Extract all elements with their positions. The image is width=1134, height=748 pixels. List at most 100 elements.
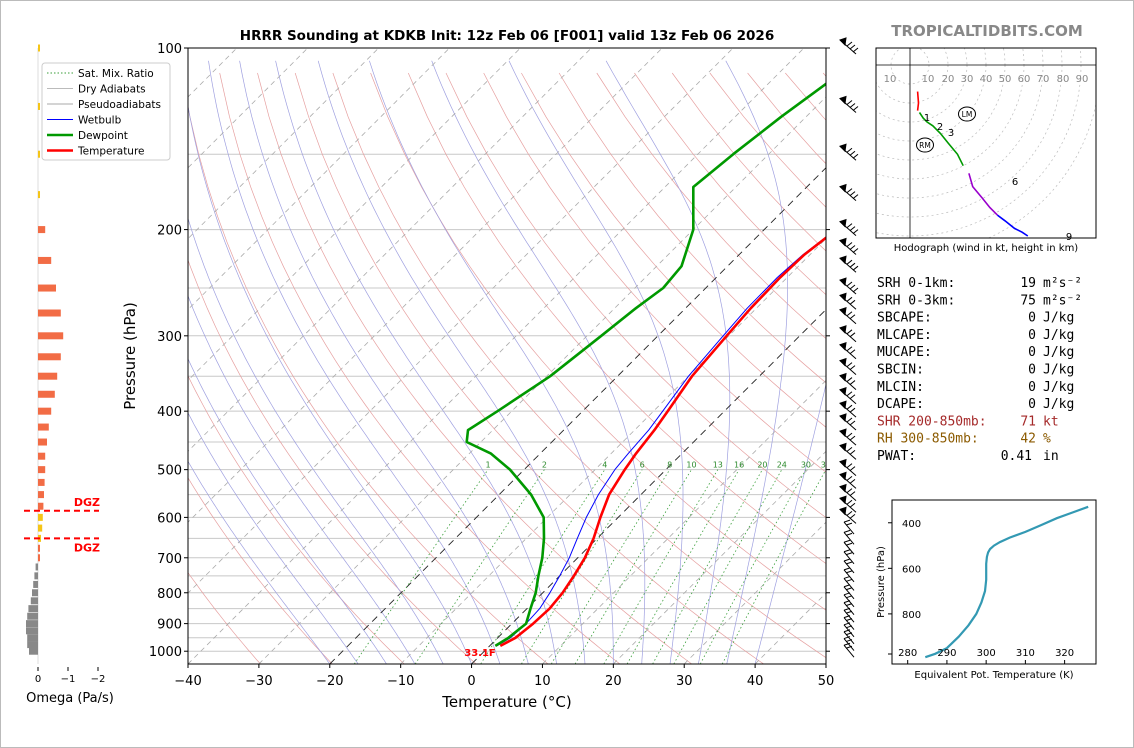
- mixing-ratio-label: 16: [734, 461, 744, 470]
- dry-adiabat: [332, 72, 826, 659]
- mixing-ratio-line: [414, 469, 545, 664]
- barb-flag: [839, 307, 847, 316]
- omega-bar: [38, 466, 46, 474]
- wind-barb: [843, 549, 855, 565]
- barb-feather: [846, 188, 853, 193]
- barb-staff: [843, 638, 855, 651]
- barb-feather: [845, 587, 853, 591]
- hodo-caption: Hodograph (wind in kt, height in km): [894, 243, 1079, 254]
- surface-temp-label: 33.1F: [464, 648, 496, 659]
- barb-feather: [846, 447, 853, 452]
- wind-barb: [839, 471, 857, 489]
- y-tick-label: 600: [157, 511, 182, 526]
- wind-barb: [839, 506, 857, 524]
- barb-flag: [839, 483, 847, 493]
- barb-feather: [846, 417, 853, 423]
- thetae-x-axis-label: Equivalent Pot. Temperature (K): [914, 670, 1073, 681]
- omega-bar: [38, 452, 46, 460]
- pseudoadiabat: [188, 412, 359, 664]
- wind-barb: [839, 307, 857, 325]
- barb-flag: [839, 442, 847, 452]
- dry-adiabat: [188, 572, 261, 664]
- dry-adiabat: [407, 72, 826, 565]
- isotherm: [188, 48, 805, 664]
- omega-bar: [38, 423, 49, 431]
- omega-bar: [38, 513, 43, 521]
- barb-feather: [846, 147, 853, 153]
- hodo-ring-label: 30: [961, 74, 974, 85]
- barb-feather: [843, 642, 851, 646]
- barb-feather: [845, 603, 853, 607]
- hodo-lm-marker: [958, 106, 976, 122]
- hodo-ring-label: 10: [922, 74, 935, 85]
- index-value: 75: [1020, 293, 1036, 308]
- wind-barb: [839, 357, 857, 375]
- omega-bar: [26, 627, 38, 635]
- x-tick-label: 30: [676, 674, 693, 689]
- wind-barb: [843, 575, 855, 591]
- hodograph-area: 10 10 20 30 40 50 60 70 80 90: [876, 48, 1096, 238]
- legend-entry: Wetbulb: [78, 115, 122, 127]
- barb-feather: [845, 625, 853, 629]
- wind-barb: [839, 37, 859, 55]
- barb-feather: [843, 519, 851, 523]
- omega-bar: [26, 620, 38, 628]
- isotherm: [258, 96, 826, 664]
- barb-flag: [839, 255, 847, 265]
- barb-feather: [843, 592, 851, 596]
- barb-feather: [843, 607, 851, 611]
- x-tick-label: −10: [387, 674, 414, 689]
- barb-feather: [845, 610, 853, 614]
- barb-feather: [845, 645, 853, 649]
- hodo-ring-label: 20: [942, 74, 955, 85]
- hodo-ring-label: 60: [1018, 74, 1031, 85]
- omega-bar: [38, 102, 40, 110]
- barb-feather: [843, 529, 851, 533]
- barb-staff: [843, 631, 855, 645]
- barb-staff: [843, 560, 855, 574]
- series-temperature: [499, 236, 826, 648]
- mixing-ratio-label: 1: [485, 461, 490, 470]
- thetae-x-tick-label: 300: [977, 648, 996, 659]
- y-tick-label: 500: [157, 464, 182, 479]
- omega-bar: [30, 597, 38, 605]
- y-tick-label: 700: [157, 552, 182, 567]
- dgz-label-bottom: DGZ: [74, 541, 100, 554]
- dry-adiabat: [257, 72, 693, 664]
- barb-feather: [849, 450, 856, 455]
- thetae-y-axis-label: Pressure (hPa): [876, 546, 887, 618]
- omega-axis-label: Omega (Pa/s): [26, 691, 114, 706]
- barb-feather: [849, 435, 856, 441]
- thetae-x-tick-label: 290: [937, 648, 956, 659]
- wind-barb: [843, 629, 855, 645]
- thetae-x-tick-label: 280: [898, 648, 917, 659]
- index-unit: kt: [1043, 414, 1059, 429]
- wind-barb: [839, 495, 857, 513]
- x-tick-label: 10: [534, 674, 551, 689]
- barb-feather: [846, 100, 853, 105]
- barb-feather: [846, 223, 853, 228]
- barb-feather: [849, 365, 856, 370]
- wind-barbs: [839, 37, 859, 658]
- barb-feather: [843, 622, 851, 626]
- wind-barb: [839, 95, 859, 113]
- barb-staff: [843, 569, 855, 583]
- legend-entry: Temperature: [77, 146, 145, 158]
- hodo-height-label: 1: [924, 113, 930, 124]
- barb-feather: [849, 191, 856, 196]
- barb-flag: [839, 37, 847, 47]
- hodo-lm-label: LM: [962, 110, 973, 119]
- barb-feather: [843, 636, 851, 640]
- wind-barb: [839, 387, 857, 405]
- barb-feather: [846, 463, 853, 469]
- barb-staff: [843, 578, 855, 591]
- wind-barb: [843, 519, 855, 535]
- legend-box: [41, 62, 171, 161]
- wind-barb: [839, 277, 859, 295]
- barb-feather: [849, 245, 856, 250]
- y-axis-label: Pressure (hPa): [121, 302, 139, 410]
- index-unit: J/kg: [1043, 397, 1074, 412]
- wind-barb: [843, 539, 855, 555]
- x-tick-label: 20: [605, 674, 622, 689]
- hodo-ring-label: 80: [1057, 74, 1070, 85]
